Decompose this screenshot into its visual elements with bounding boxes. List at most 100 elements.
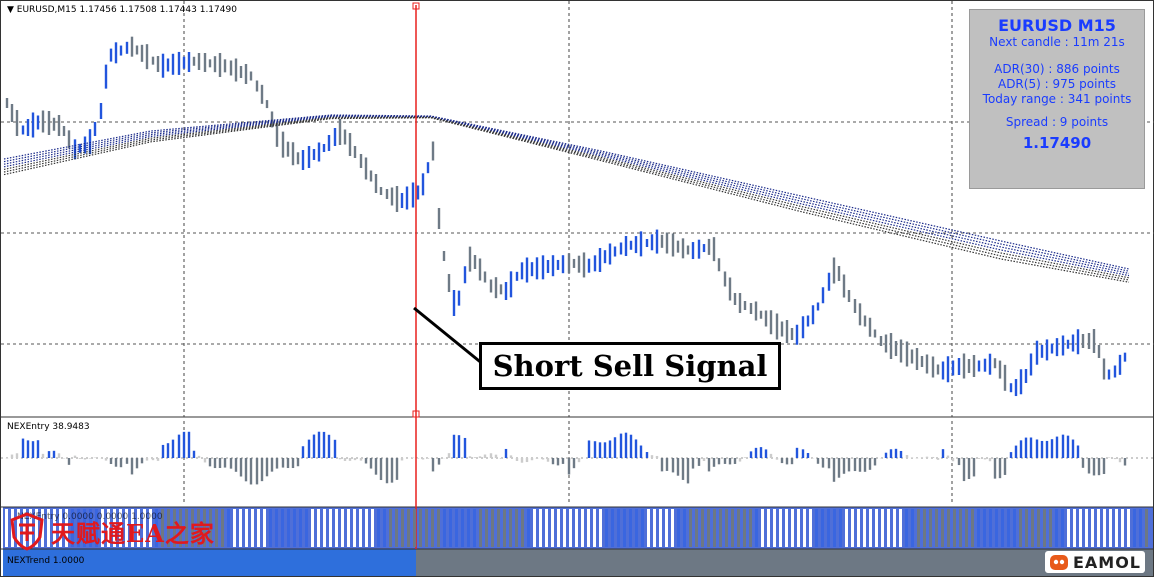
trend-strip-bar xyxy=(245,509,248,547)
trend-strip-bar xyxy=(149,509,152,547)
trend-strip-bar xyxy=(821,509,824,547)
trend-strip-bar xyxy=(941,509,944,547)
short-sell-signal-label: Short Sell Signal xyxy=(479,342,781,390)
trend-strip-bar xyxy=(815,509,818,547)
trend-strip-bar xyxy=(797,509,800,547)
trend-strip-bar xyxy=(635,509,638,547)
trend-strip-bar xyxy=(425,509,428,547)
trend-strip-bar xyxy=(59,509,62,547)
trend-strip-bar xyxy=(263,509,266,547)
watermark-text: 天赋通EA之家 xyxy=(51,518,215,548)
trend-strip-bar xyxy=(533,509,536,547)
trend-strip-bar xyxy=(959,509,962,547)
info-panel: EURUSD M15 Next candle : 11m 21s ADR(30)… xyxy=(969,9,1145,189)
trend-strip-bar xyxy=(497,509,500,547)
trend-strip-bar xyxy=(257,509,260,547)
trend-strip-bar xyxy=(1097,509,1100,547)
trend-strip-bar xyxy=(563,509,566,547)
trend-strip-bar xyxy=(827,509,830,547)
trend-strip-bar xyxy=(629,509,632,547)
trend-strip-bar xyxy=(239,509,242,547)
trend-strip-bar xyxy=(725,509,728,547)
trend-strip-bar xyxy=(1127,509,1130,547)
trend-strip-bar xyxy=(611,509,614,547)
trend-strip-bar xyxy=(95,509,98,547)
trend-strip-bar xyxy=(89,509,92,547)
trend-strip-bar xyxy=(299,509,302,547)
trend-strip-bar xyxy=(383,509,386,547)
trend-strip-bar xyxy=(935,509,938,547)
trend-strip-bar xyxy=(161,509,164,547)
ma-ribbon-line xyxy=(3,116,1130,279)
trend-strip-bar xyxy=(419,509,422,547)
trend-strip-bar xyxy=(911,509,914,547)
trend-strip-bar xyxy=(605,509,608,547)
trend-strip-bar xyxy=(221,509,224,547)
trend-strip-bar xyxy=(1007,509,1010,547)
subwindow1-label: NEXEntry 38.9483 xyxy=(7,422,90,432)
subwindow3-bull-bg xyxy=(3,549,416,576)
trend-strip-bar xyxy=(545,509,548,547)
trend-strip-bar xyxy=(1079,509,1082,547)
trend-strip-bar xyxy=(1037,509,1040,547)
trend-strip-bar xyxy=(479,509,482,547)
trend-strip-bar xyxy=(287,509,290,547)
trend-strip-bar xyxy=(1013,509,1016,547)
ma-ribbon-line xyxy=(3,115,1130,274)
trend-strip-bar xyxy=(53,509,56,547)
signal-marker-top xyxy=(412,2,420,10)
trend-strip-bar xyxy=(227,509,230,547)
trend-strip-bar xyxy=(881,509,884,547)
current-price: 1.17490 xyxy=(1022,134,1092,152)
signal-pointer-line xyxy=(413,306,490,371)
trend-strip-bar xyxy=(449,509,452,547)
trend-strip-bar xyxy=(275,509,278,547)
trend-strip-bar xyxy=(989,509,992,547)
trend-strip-bar xyxy=(923,509,926,547)
trend-strip-bar xyxy=(191,509,194,547)
trend-strip-bar xyxy=(1043,509,1046,547)
trend-strip-bar xyxy=(767,509,770,547)
trend-strip-bar xyxy=(473,509,476,547)
trend-strip-bar xyxy=(707,509,710,547)
trend-strip-bar xyxy=(1085,509,1088,547)
trend-strip-bar xyxy=(587,509,590,547)
trend-strip-bar xyxy=(785,509,788,547)
trend-strip-bar xyxy=(623,509,626,547)
trend-strip-bar xyxy=(323,509,326,547)
ma-ribbon-line xyxy=(3,117,1130,283)
trend-strip-bar xyxy=(17,509,20,547)
subwindow2-label: NEXEntry 0.0000 0.0000 1.0000 xyxy=(17,512,163,522)
trend-strip-bar xyxy=(683,509,686,547)
trend-strip-bar xyxy=(905,509,908,547)
trend-strip-bar xyxy=(977,509,980,547)
trend-strip-bar xyxy=(107,509,110,547)
trend-strip-bar xyxy=(617,509,620,547)
trend-strip-bar xyxy=(779,509,782,547)
trend-strip-bar xyxy=(803,509,806,547)
subwindow3-bear-bg xyxy=(416,549,1153,576)
trend-strip-bar xyxy=(509,509,512,547)
trend-strip-bar xyxy=(1139,509,1142,547)
ma-ribbon-line xyxy=(3,114,1130,272)
trend-strip-bar xyxy=(1103,509,1106,547)
trend-strip-bar xyxy=(917,509,920,547)
trend-strip-bar xyxy=(23,509,26,547)
trend-strip-bar xyxy=(971,509,974,547)
trend-strip-bar xyxy=(671,509,674,547)
trend-strip-bar xyxy=(515,509,518,547)
trend-strip-bar xyxy=(113,509,116,547)
trend-strip-bar xyxy=(557,509,560,547)
trend-strip-bar xyxy=(869,509,872,547)
trend-strip-bar xyxy=(443,509,446,547)
trend-strip-bar xyxy=(311,509,314,547)
trend-strip-bar xyxy=(701,509,704,547)
trend-strip-bar xyxy=(395,509,398,547)
trend-strip-bar xyxy=(83,509,86,547)
trend-strip-bar xyxy=(209,509,212,547)
trend-strip-bar xyxy=(1055,509,1058,547)
trend-strip-bar xyxy=(125,509,128,547)
symbol-info: ▼ EURUSD,M15 1.17456 1.17508 1.17443 1.1… xyxy=(7,5,237,15)
